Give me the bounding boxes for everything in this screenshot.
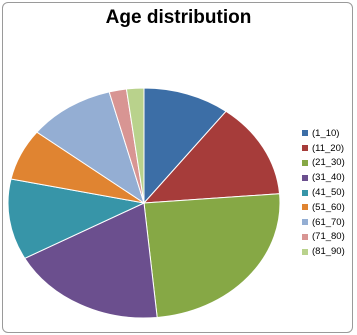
legend-item: (21_30) [302, 156, 345, 171]
legend-label: (31_40) [312, 172, 345, 184]
legend-item: (51_60) [302, 200, 345, 215]
legend-swatch [302, 174, 308, 181]
chart-legend: (1_10) (11_20) (21_30) (31_40) (41_50) (51_60… [302, 126, 345, 259]
pie-slice-41-50 [7, 178, 146, 259]
legend-item: (11_20) [302, 141, 345, 156]
pie-slice-11-20 [142, 110, 281, 204]
legend-swatch [302, 159, 308, 166]
legend-label: (21_30) [312, 157, 345, 169]
legend-swatch [302, 248, 308, 255]
pie-slice-1-10 [143, 87, 227, 205]
legend-item: (31_40) [302, 170, 345, 185]
pie-slice-61-70 [36, 91, 145, 205]
legend-item: (71_80) [302, 230, 345, 245]
legend-label: (61_70) [312, 216, 345, 228]
legend-item: (81_90) [302, 244, 345, 259]
legend-item: (41_50) [302, 185, 345, 200]
legend-swatch [302, 189, 308, 196]
pie-slice-21-30 [143, 193, 281, 318]
legend-label: (1_10) [312, 127, 340, 139]
legend-swatch [302, 130, 308, 137]
pie-slice-81-90 [125, 87, 145, 204]
legend-swatch [302, 233, 308, 240]
legend-item: (1_10) [302, 126, 345, 141]
legend-swatch [302, 145, 308, 152]
legend-label: (41_50) [312, 187, 345, 199]
legend-swatch [302, 219, 308, 226]
legend-label: (51_60) [312, 201, 345, 213]
chart-title: Age distribution [105, 7, 252, 28]
legend-label: (81_90) [312, 246, 345, 258]
legend-label: (11_20) [312, 142, 345, 154]
pie-slice-31-40 [24, 202, 158, 319]
legend-swatch [302, 204, 308, 211]
legend-item: (61_70) [302, 215, 345, 230]
legend-label: (71_80) [312, 231, 345, 243]
